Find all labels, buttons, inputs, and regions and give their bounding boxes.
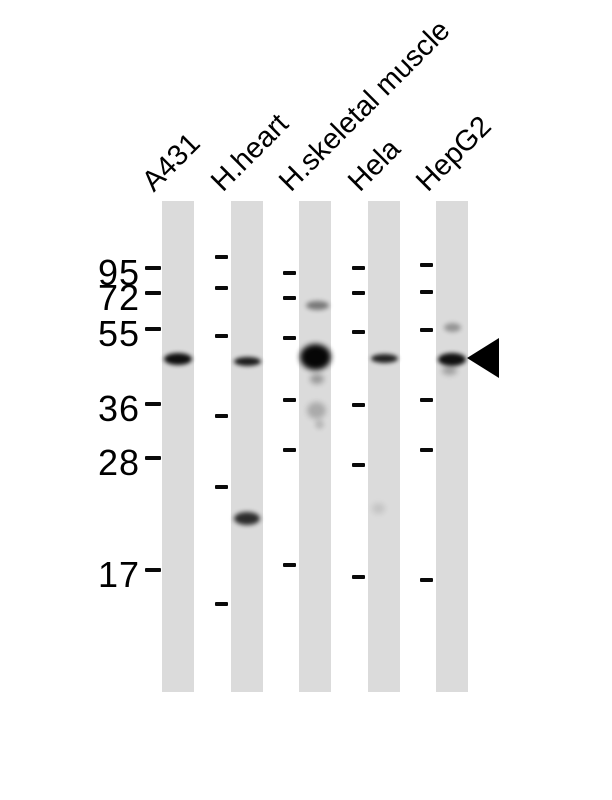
mw-marker-dash <box>145 402 161 406</box>
lane-label: HepG2 <box>410 110 498 198</box>
mw-tick <box>283 336 296 340</box>
band-pointer-arrowhead <box>467 338 499 378</box>
mw-tick <box>420 328 433 332</box>
mw-tick <box>283 398 296 402</box>
mw-tick <box>215 414 228 418</box>
lane-strip <box>162 201 194 692</box>
mw-marker-dash <box>145 456 161 460</box>
mw-tick <box>215 485 228 489</box>
mw-tick <box>352 291 365 295</box>
mw-tick <box>420 448 433 452</box>
mw-tick <box>283 563 296 567</box>
protein-band <box>305 300 329 310</box>
mw-tick <box>283 448 296 452</box>
mw-tick <box>283 296 296 300</box>
protein-band <box>441 365 457 375</box>
protein-band <box>371 502 385 514</box>
mw-tick <box>352 463 365 467</box>
mw-tick <box>215 602 228 606</box>
protein-band <box>234 511 260 525</box>
mw-marker-label: 72 <box>97 277 140 318</box>
mw-marker-label: 28 <box>97 442 140 483</box>
protein-band <box>443 322 461 332</box>
protein-band <box>299 344 331 370</box>
protein-band <box>370 353 398 363</box>
mw-tick <box>420 290 433 294</box>
mw-tick <box>352 403 365 407</box>
lane-strip <box>436 201 468 692</box>
mw-marker-dash <box>145 291 161 295</box>
mw-tick <box>215 255 228 259</box>
mw-tick <box>420 578 433 582</box>
mw-tick <box>352 266 365 270</box>
protein-band <box>314 419 324 429</box>
mw-tick <box>283 271 296 275</box>
lane-strip <box>231 201 263 692</box>
mw-marker-dash <box>145 568 161 572</box>
mw-tick <box>420 263 433 267</box>
protein-band <box>310 374 324 384</box>
mw-marker-label: 55 <box>97 313 140 354</box>
mw-marker-label: 95 <box>97 252 140 293</box>
mw-marker-label: 17 <box>97 554 140 595</box>
lane-label: Hela <box>342 132 407 198</box>
mw-tick <box>352 575 365 579</box>
protein-band <box>233 356 261 366</box>
mw-tick <box>420 398 433 402</box>
mw-tick <box>215 334 228 338</box>
mw-tick <box>352 330 365 334</box>
protein-band <box>306 401 326 419</box>
lane-label: A431 <box>136 127 207 198</box>
mw-tick <box>215 286 228 290</box>
protein-band <box>164 353 192 365</box>
protein-band <box>438 352 466 366</box>
mw-marker-label: 36 <box>97 388 140 429</box>
lane-strip <box>299 201 331 692</box>
mw-marker-dash <box>145 266 161 270</box>
mw-marker-dash <box>145 327 161 331</box>
lane-strip <box>368 201 400 692</box>
